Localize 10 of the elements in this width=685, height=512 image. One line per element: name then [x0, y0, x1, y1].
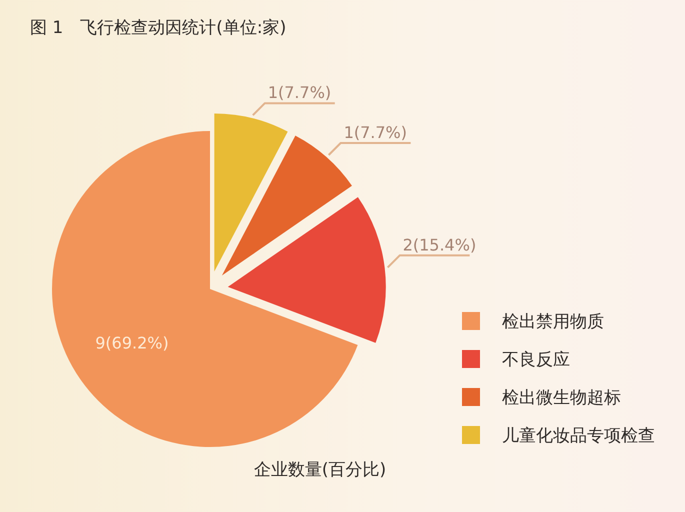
data-label: 1(7.7%) [344, 123, 408, 142]
data-label: 1(7.7%) [268, 83, 332, 102]
legend-label: 不良反应 [502, 348, 570, 370]
legend-label: 检出禁用物质 [502, 310, 604, 332]
text: 企业数量(百分比) [252, 459, 388, 481]
data-label: 9(69.2%) [95, 333, 169, 352]
data-label: 2(15.4%) [402, 235, 476, 254]
chart-title: 图 1 飞行检查动因统计(单位:家) [30, 17, 286, 39]
legend-label: 检出微生物超标 [502, 386, 621, 408]
legend-label: 儿童化妆品专项检查 [502, 424, 655, 446]
